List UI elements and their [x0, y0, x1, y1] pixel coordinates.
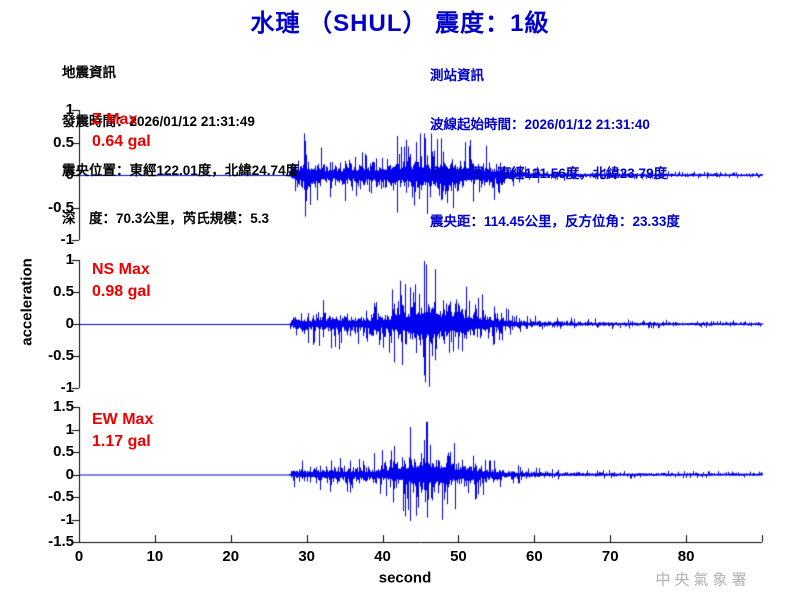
channel-ns-max-value: 0.98 gal	[92, 283, 151, 300]
y-tick-label: 0.5	[53, 133, 74, 151]
channel-ew-max-value: 1.17 gal	[92, 433, 151, 450]
station-info-heading: 測站資訊	[430, 68, 484, 84]
origin-time-line: 發震時間：2026/01/12 21:31:49	[62, 114, 255, 130]
depth-magnitude-line: 深 度：70.3公里，芮氏規模：5.3	[62, 211, 270, 227]
channel-z-name: Z Max	[92, 111, 138, 128]
channel-label-ns: NS Max 0.98 gal	[92, 259, 151, 303]
x-tick-label: 20	[222, 548, 240, 565]
y-tick-label: -1	[60, 510, 74, 528]
channel-ew-name: EW Max	[92, 411, 154, 428]
y-tick-label: 1.5	[53, 398, 74, 415]
y-tick-label: -0.5	[48, 347, 74, 364]
epicentral-distance-line: 震央距：114.45公里，反方位角：23.33度	[430, 214, 680, 230]
y-tick-label: 0.5	[53, 283, 74, 300]
x-tick-label: 50	[450, 548, 467, 565]
earthquake-info-heading: 地震資訊	[62, 65, 116, 81]
agency-watermark: 中央氣象署	[655, 572, 751, 589]
y-tick-label: -1	[60, 379, 74, 396]
station-info-block: 測站資訊 波線起始時間：2026/01/12 21:31:40 測站位置：東經1…	[430, 36, 680, 263]
epicenter-location-line: 震央位置：東經122.01度，北緯24.74度	[62, 162, 300, 178]
y-tick-label: 1	[65, 251, 74, 268]
x-tick-label: 10	[146, 548, 164, 565]
x-tick-label: 40	[374, 548, 391, 565]
y-tick-label: 0	[65, 315, 74, 332]
y-tick-label: -1.5	[48, 533, 74, 550]
channel-z-max-value: 0.64 gal	[92, 133, 151, 150]
y-tick-label: 1	[65, 101, 74, 118]
channel-label-z: Z Max 0.64 gal	[92, 109, 151, 153]
x-tick-label: 0	[74, 548, 84, 565]
x-tick-label: 70	[601, 548, 619, 565]
x-tick-label: 30	[298, 548, 315, 565]
y-tick-label: 1	[65, 420, 74, 438]
station-location-line: 測站位置：東經121.56度，北緯23.79度	[430, 165, 668, 181]
x-tick-label: 60	[525, 548, 543, 565]
y-tick-label: -0.5	[48, 488, 74, 505]
x-axis-title: second	[378, 569, 432, 587]
x-tick-label: 80	[677, 548, 695, 565]
earthquake-info-block: 地震資訊 發震時間：2026/01/12 21:31:49 震央位置：東經122…	[62, 33, 299, 260]
wave-start-time-line: 波線起始時間：2026/01/12 21:31:40	[430, 117, 650, 133]
y-tick-label: -1	[60, 231, 74, 248]
page-title: 水璉 （SHUL） 震度：1級	[250, 10, 550, 37]
y-tick-label: 0	[65, 166, 74, 183]
channel-ns-name: NS Max	[92, 261, 150, 278]
y-tick-label: -0.5	[48, 198, 74, 216]
y-tick-label: 0.5	[53, 443, 74, 460]
channel-label-ew: EW Max 1.17 gal	[92, 409, 153, 453]
y-tick-label: 0	[65, 465, 74, 483]
